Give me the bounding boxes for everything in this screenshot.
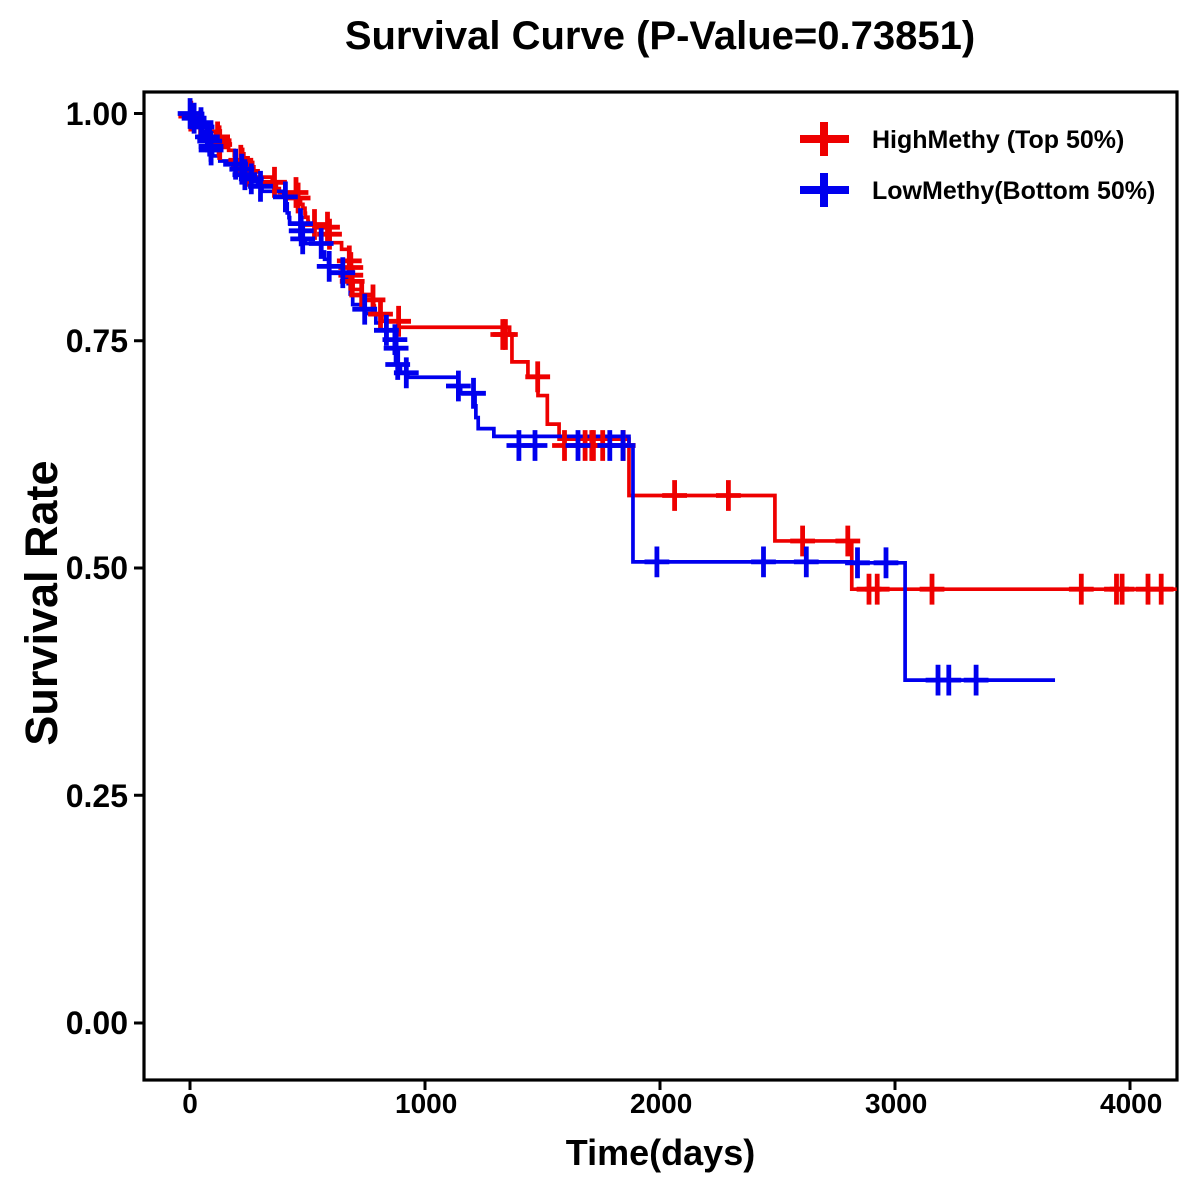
- svg-text:LowMethy(Bottom 50%): LowMethy(Bottom 50%): [872, 177, 1155, 205]
- svg-text:HighMethy (Top 50%): HighMethy (Top 50%): [872, 126, 1124, 154]
